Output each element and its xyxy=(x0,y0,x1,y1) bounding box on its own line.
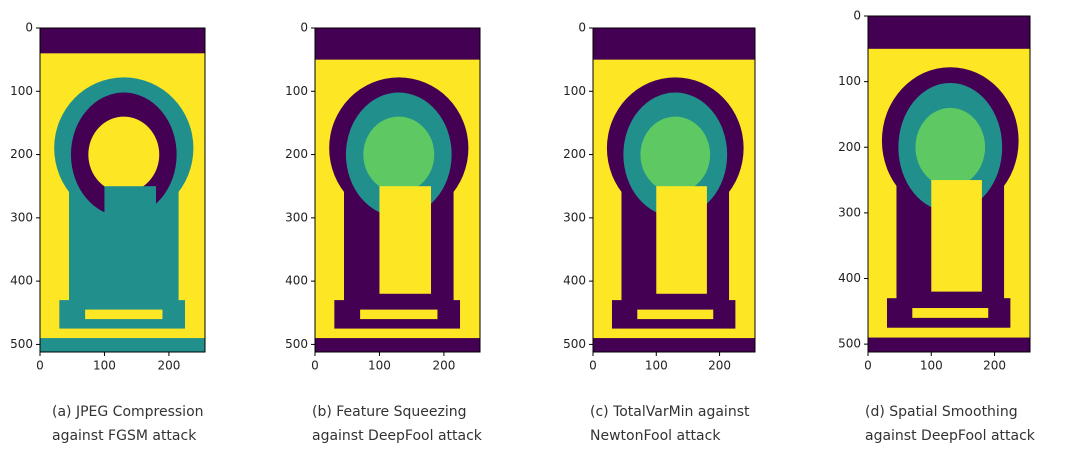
y-tick-label: 400 xyxy=(285,274,308,288)
image-region xyxy=(379,186,431,294)
x-tick-label: 200 xyxy=(708,359,731,373)
y-tick-label: 100 xyxy=(10,84,33,98)
image-region xyxy=(104,186,156,294)
y-tick-label: 200 xyxy=(563,147,586,161)
caption-line: against DeepFool attack xyxy=(312,428,483,444)
x-tick-label: 0 xyxy=(36,359,44,373)
image-region xyxy=(931,180,982,292)
image-region xyxy=(85,310,162,319)
y-tick-label: 400 xyxy=(838,271,861,285)
y-tick-label: 0 xyxy=(300,21,308,35)
image-region xyxy=(868,16,1030,49)
image-region xyxy=(593,28,755,60)
image-content xyxy=(315,28,480,352)
y-tick-label: 0 xyxy=(578,21,586,35)
y-tick-label: 400 xyxy=(10,274,33,288)
y-tick-label: 500 xyxy=(285,337,308,351)
image xyxy=(315,28,480,352)
figure: 01002003004005000100200(a) JPEG Compress… xyxy=(0,0,1078,450)
y-tick-label: 300 xyxy=(838,205,861,219)
image-region xyxy=(40,338,205,352)
x-tick-label: 0 xyxy=(864,359,872,373)
x-tick-label: 100 xyxy=(368,359,391,373)
y-tick-label: 300 xyxy=(10,210,33,224)
y-tick-label: 300 xyxy=(563,210,586,224)
y-tick-label: 200 xyxy=(838,140,861,154)
image-region xyxy=(40,28,205,53)
x-tick-label: 200 xyxy=(157,359,180,373)
image-region xyxy=(88,117,159,193)
image-region xyxy=(315,338,480,352)
y-tick-label: 500 xyxy=(10,337,33,351)
y-tick-label: 200 xyxy=(10,147,33,161)
image-region xyxy=(593,338,755,352)
image-region xyxy=(363,117,434,193)
x-tick-label: 200 xyxy=(983,359,1006,373)
image-region xyxy=(360,310,437,319)
image-region xyxy=(912,308,988,318)
image-region xyxy=(915,108,985,187)
image-content xyxy=(40,28,205,352)
y-tick-label: 300 xyxy=(285,210,308,224)
image xyxy=(868,16,1030,352)
image-region xyxy=(868,338,1030,352)
caption-line: against DeepFool attack xyxy=(865,428,1036,444)
y-tick-label: 0 xyxy=(853,9,861,23)
image-content xyxy=(868,16,1030,352)
x-tick-label: 100 xyxy=(920,359,943,373)
image-content xyxy=(593,28,755,352)
image-region xyxy=(637,310,713,319)
caption-line: (d) Spatial Smoothing xyxy=(865,404,1018,420)
image-region xyxy=(640,117,710,193)
y-tick-label: 500 xyxy=(838,337,861,351)
image xyxy=(40,28,205,352)
caption-line: NewtonFool attack xyxy=(590,428,721,444)
caption-line: (c) TotalVarMin against xyxy=(590,404,750,420)
x-tick-label: 100 xyxy=(93,359,116,373)
y-tick-label: 0 xyxy=(25,21,33,35)
x-tick-label: 0 xyxy=(589,359,597,373)
image xyxy=(593,28,755,352)
image-region xyxy=(315,28,480,60)
y-tick-label: 500 xyxy=(563,337,586,351)
y-tick-label: 200 xyxy=(285,147,308,161)
x-tick-label: 200 xyxy=(432,359,455,373)
y-tick-label: 400 xyxy=(563,274,586,288)
caption-line: (a) JPEG Compression xyxy=(52,404,204,420)
y-tick-label: 100 xyxy=(563,84,586,98)
caption-line: (b) Feature Squeezing xyxy=(312,404,467,420)
caption-line: against FGSM attack xyxy=(52,428,197,444)
x-tick-label: 100 xyxy=(645,359,668,373)
y-tick-label: 100 xyxy=(285,84,308,98)
y-tick-label: 100 xyxy=(838,74,861,88)
image-region xyxy=(656,186,707,294)
x-tick-label: 0 xyxy=(311,359,319,373)
